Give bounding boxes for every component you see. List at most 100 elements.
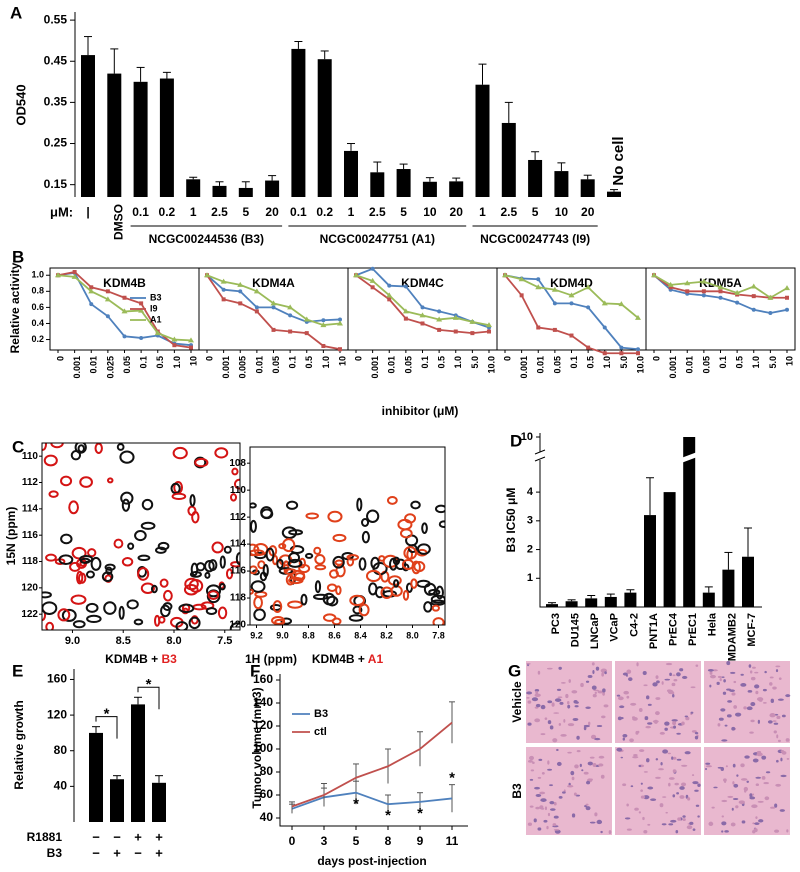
nucleus xyxy=(580,682,584,688)
marker xyxy=(437,309,442,314)
nucleus xyxy=(687,797,691,801)
significance-bracket xyxy=(95,716,118,739)
nucleus xyxy=(717,723,721,727)
marker xyxy=(403,316,408,321)
peak xyxy=(281,526,298,540)
x-tick-label: 5.0 xyxy=(470,356,480,369)
y-tick-label: 2 xyxy=(527,543,533,555)
nucleus xyxy=(731,692,736,696)
nucleus xyxy=(661,823,667,826)
nucleus xyxy=(772,686,777,690)
peak xyxy=(118,605,125,620)
peak xyxy=(69,561,81,572)
marker xyxy=(55,272,61,278)
nucleus xyxy=(762,688,767,692)
x-tick-label: MCF-7 xyxy=(746,613,758,647)
nucleus xyxy=(785,738,790,742)
marker xyxy=(453,329,458,334)
nucleus xyxy=(535,793,542,797)
bar xyxy=(81,55,95,197)
bar xyxy=(722,569,735,607)
nucleus xyxy=(777,739,781,743)
y-tick-label: 112 xyxy=(230,512,247,523)
marker xyxy=(321,318,326,323)
peak xyxy=(127,542,135,550)
nucleus xyxy=(647,823,651,826)
legend-label: B3 xyxy=(314,708,328,720)
nucleus xyxy=(769,676,774,679)
x-tick-label: 20 xyxy=(450,205,464,219)
nucleus xyxy=(589,821,596,824)
nucleus xyxy=(601,715,606,719)
nucleus xyxy=(534,718,541,723)
marker xyxy=(370,266,375,271)
nucleus xyxy=(622,737,626,741)
nucleus xyxy=(665,662,673,666)
bar xyxy=(585,598,598,607)
peak xyxy=(60,475,73,487)
peak xyxy=(68,500,79,515)
nucleus xyxy=(535,806,540,810)
nucleus xyxy=(642,670,647,676)
nucleus xyxy=(719,677,722,682)
x-tick-label: 0.1 xyxy=(718,356,728,369)
spectrum xyxy=(42,443,240,630)
x-tick-label: 0 xyxy=(353,356,363,361)
nucleus xyxy=(598,755,605,759)
peak xyxy=(207,590,220,600)
nucleus xyxy=(638,811,642,814)
x-tick-label: 8.0 xyxy=(166,635,181,647)
marker xyxy=(734,289,741,295)
peak xyxy=(403,546,418,560)
peak xyxy=(288,529,304,536)
nucleus xyxy=(722,691,727,695)
nucleus xyxy=(561,791,566,794)
nucleus xyxy=(573,699,578,704)
nucleus xyxy=(707,668,714,672)
nucleus xyxy=(781,714,786,718)
nucleus xyxy=(658,768,664,771)
nucleus xyxy=(694,789,699,792)
nucleus xyxy=(629,738,634,743)
nucleus xyxy=(573,792,577,796)
marker xyxy=(768,311,773,316)
nucleus xyxy=(572,717,579,721)
peak xyxy=(116,443,125,451)
nucleus xyxy=(740,673,744,676)
peak xyxy=(163,589,173,602)
bar xyxy=(422,181,437,197)
nucleus xyxy=(746,706,753,711)
peak xyxy=(271,615,286,625)
marker xyxy=(718,295,723,300)
nucleus xyxy=(643,771,648,773)
y-axis-label: Tumor volume (mm3) xyxy=(250,687,264,808)
nucleus xyxy=(731,726,736,731)
marker xyxy=(204,272,210,278)
nucleus xyxy=(679,668,684,672)
peak xyxy=(231,467,239,476)
peak xyxy=(314,580,322,594)
nucleus xyxy=(549,784,553,787)
peak xyxy=(346,554,360,561)
nucleus xyxy=(672,721,677,726)
nucleus xyxy=(547,720,552,725)
x-tick-label: Hela xyxy=(707,612,719,636)
spectrum xyxy=(250,496,445,625)
nucleus xyxy=(750,676,756,681)
nucleus xyxy=(756,750,762,754)
nucleus xyxy=(655,697,661,700)
marker xyxy=(751,307,756,312)
nucleus xyxy=(730,822,736,827)
peak xyxy=(233,478,240,490)
nucleus xyxy=(529,755,535,761)
nucleus xyxy=(749,793,753,798)
nucleus xyxy=(733,783,739,788)
nucleus xyxy=(604,671,607,675)
nucleus xyxy=(775,669,779,673)
nucleus xyxy=(752,793,755,796)
nucleus xyxy=(587,761,593,766)
x-tick-label: 1.0 xyxy=(453,356,463,369)
nucleus xyxy=(755,690,759,695)
nucleus xyxy=(677,817,682,821)
peak xyxy=(189,570,202,578)
